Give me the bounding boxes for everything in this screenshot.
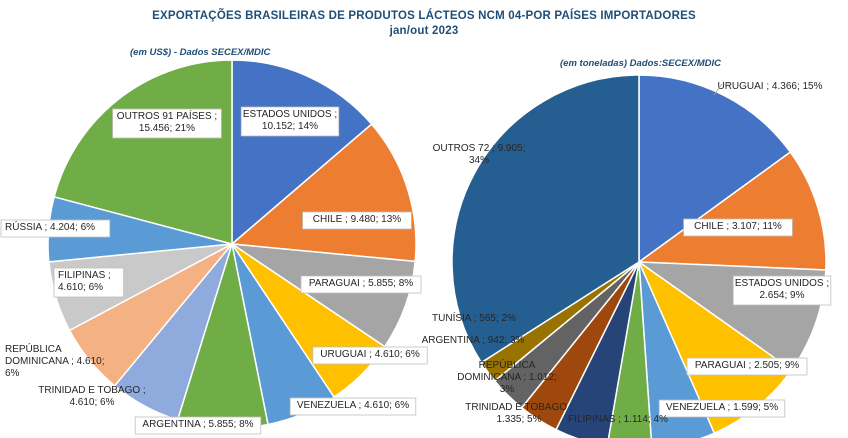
svg-text:URUGUAI ; 4.366; 15%: URUGUAI ; 4.366; 15% (717, 81, 822, 92)
svg-text:1.335; 5%: 1.335; 5% (496, 414, 541, 425)
svg-text:OUTROS 91 PAÍSES ;: OUTROS 91 PAÍSES ; (117, 109, 217, 122)
svg-text:2.654; 9%: 2.654; 9% (759, 290, 804, 301)
svg-text:TRINIDAD E TOBAGO ;: TRINIDAD E TOBAGO ; (38, 385, 145, 396)
slice-label-outros-91-pa-ses: OUTROS 91 PAÍSES ;15.456; 21% (112, 108, 222, 139)
slice-label-estados-unidos: ESTADOS UNIDOS ;2.654; 9% (732, 275, 832, 306)
slice-label-argentina: ARGENTINA ; 942; 3% (422, 335, 525, 346)
slice-label-tun-sia: TUNÍSIA ; 565; 2% (432, 311, 516, 324)
svg-text:15.456; 21%: 15.456; 21% (139, 123, 195, 134)
slice-label-trinidad-e-tobago: TRINIDAD E TOBAGO ;1.335; 5% (465, 402, 572, 425)
pie-chart-usd (47, 59, 417, 429)
svg-text:PARAGUAI ; 5.855; 8%: PARAGUAI ; 5.855; 8% (309, 278, 413, 289)
pie-slice-venezuela (638, 261, 716, 438)
slice-label-trinidad-e-tobago: TRINIDAD E TOBAGO ;4.610; 6% (38, 385, 145, 408)
svg-text:TUNÍSIA ; 565; 2%: TUNÍSIA ; 565; 2% (432, 311, 516, 324)
svg-text:TRINIDAD E TOBAGO ;: TRINIDAD E TOBAGO ; (465, 402, 572, 413)
pie-slice-filipinas (607, 261, 652, 438)
slice-label-uruguai: URUGUAI ; 4.366; 15% (717, 81, 822, 92)
slice-label-chile: CHILE ; 3.107; 11% (683, 218, 793, 237)
pie-slice-uruguai (638, 74, 792, 264)
pie-chart-tons (451, 74, 827, 438)
chart-subtitle: jan/out 2023 (389, 25, 459, 37)
pie-slice-estados-unidos (231, 59, 373, 246)
svg-text:CHILE ; 9.480; 13%: CHILE ; 9.480; 13% (313, 214, 401, 225)
svg-text:URUGUAI ; 4.610; 6%: URUGUAI ; 4.610; 6% (320, 349, 420, 360)
leader-line (713, 83, 735, 96)
slice-label-estados-unidos: ESTADOS UNIDOS ;10.152; 14% (240, 106, 340, 137)
slice-label-uruguai: URUGUAI ; 4.610; 6% (312, 346, 428, 365)
pie-slice-paraguai (231, 243, 416, 348)
slice-label-paraguai: PARAGUAI ; 2.505; 9% (686, 357, 808, 376)
svg-text:RÚSSIA ; 4.204; 6%: RÚSSIA ; 4.204; 6% (5, 220, 95, 233)
pie-slice-chile (636, 151, 827, 271)
right-source-note: (em toneladas) Dados:SECEX/MDIC (560, 58, 721, 69)
svg-text:CHILE ; 3.107; 11%: CHILE ; 3.107; 11% (694, 221, 782, 232)
pie-slice-outros-72 (451, 74, 640, 364)
slice-label-venezuela: VENEZUELA ; 1.599; 5% (658, 399, 786, 418)
svg-text:VENEZUELA ; 1.599; 5%: VENEZUELA ; 1.599; 5% (666, 402, 778, 413)
svg-text:3%: 3% (500, 384, 515, 395)
svg-text:FILIPINAS ;: FILIPINAS ; (58, 270, 111, 281)
svg-text:4.610; 6%: 4.610; 6% (58, 282, 103, 293)
svg-text:ARGENTINA ; 5.855; 8%: ARGENTINA ; 5.855; 8% (142, 419, 253, 430)
slice-label-venezuela: VENEZUELA ; 4.610; 6% (289, 397, 417, 416)
slice-label-outros-72: OUTROS 72 ; 9.905;34% (433, 143, 526, 166)
left-source-note: (em US$) - Dados SECEX/MDIC (130, 47, 271, 58)
slice-label-filipinas: FILIPINAS ; 1.114; 4% (568, 414, 668, 425)
svg-text:PARAGUAI ; 2.505; 9%: PARAGUAI ; 2.505; 9% (695, 360, 799, 371)
slice-label-chile: CHILE ; 9.480; 13% (302, 211, 412, 230)
slice-label-argentina: ARGENTINA ; 5.855; 8% (134, 416, 262, 435)
slice-label-filipinas: FILIPINAS ;4.610; 6% (53, 267, 124, 298)
svg-text:REPÚBLICA: REPÚBLICA (5, 342, 62, 355)
svg-text:DOMINICANA ; 4.610;: DOMINICANA ; 4.610; (5, 356, 104, 367)
svg-text:FILIPINAS ; 1.114; 4%: FILIPINAS ; 1.114; 4% (568, 414, 668, 425)
svg-text:ESTADOS UNIDOS ;: ESTADOS UNIDOS ; (243, 109, 337, 120)
slice-label-paraguai: PARAGUAI ; 5.855; 8% (300, 275, 422, 294)
pie-slice-outros-91-pa-ses (53, 59, 233, 245)
svg-text:10.152; 14%: 10.152; 14% (262, 121, 318, 132)
svg-text:REPÚBLICA: REPÚBLICA (479, 358, 536, 371)
svg-text:6%: 6% (5, 368, 20, 379)
svg-text:OUTROS 72 ; 9.905;: OUTROS 72 ; 9.905; (433, 143, 526, 154)
svg-text:34%: 34% (469, 155, 489, 166)
svg-text:4.610; 6%: 4.610; 6% (69, 397, 114, 408)
chart-title: EXPORTAÇÕES BRASILEIRAS DE PRODUTOS LÁCT… (152, 10, 696, 22)
svg-text:ARGENTINA ; 942; 3%: ARGENTINA ; 942; 3% (422, 335, 525, 346)
svg-text:ESTADOS UNIDOS ;: ESTADOS UNIDOS ; (735, 278, 829, 289)
slice-label-r-ssia: RÚSSIA ; 4.204; 6% (0, 219, 111, 238)
svg-text:VENEZUELA ; 4.610; 6%: VENEZUELA ; 4.610; 6% (297, 400, 409, 411)
svg-text:DOMINICANA ; 1.012;: DOMINICANA ; 1.012; (457, 372, 556, 383)
